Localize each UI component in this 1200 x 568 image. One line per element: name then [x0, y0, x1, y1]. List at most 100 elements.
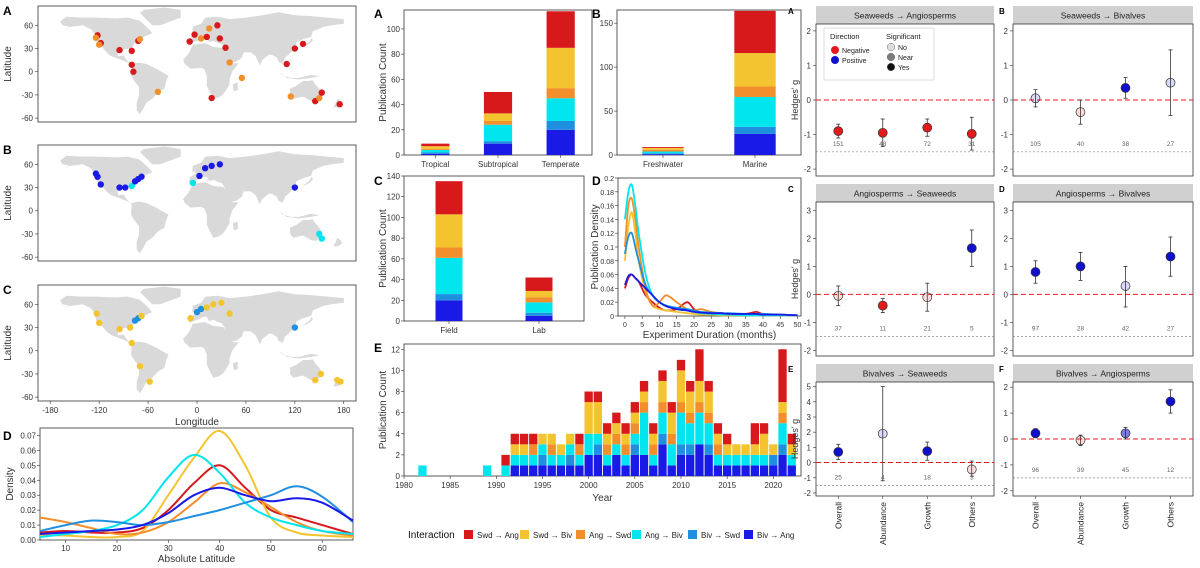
bar-segment	[642, 154, 684, 155]
legend-title: Direction	[830, 32, 860, 41]
y-tick-label: 0.08	[600, 259, 614, 266]
interaction-legend: Interaction Swd → Ang Swd → Biv Ang → Swd An…	[408, 530, 794, 541]
map-ytick-label: -30	[21, 370, 33, 379]
bar-segment	[722, 465, 732, 476]
map-ylabel: Latitude	[3, 185, 14, 221]
bar-segment	[778, 454, 787, 476]
legend-marker	[887, 63, 896, 72]
legend-box	[823, 27, 935, 81]
map-point	[218, 299, 225, 306]
x-category-label: Growth	[922, 502, 932, 530]
legend-marker	[831, 46, 839, 54]
bar-segment	[741, 465, 750, 476]
plot-frame	[815, 381, 995, 497]
bar-segment	[529, 465, 538, 476]
y-axis-label: Density	[5, 467, 16, 500]
bar-segment	[713, 465, 723, 476]
map-point	[216, 35, 224, 42]
bar-segment	[686, 412, 695, 424]
bar-segment	[435, 214, 463, 248]
y-tick-label: -1	[804, 131, 812, 140]
map-ytick-label: -30	[21, 91, 33, 100]
bar-segment	[658, 412, 667, 434]
bar-segment	[639, 412, 649, 455]
map-land	[183, 43, 239, 99]
y-tick-label: 0	[807, 96, 812, 105]
y-tick-label: 50	[604, 107, 613, 116]
category-label: Subtropical	[478, 160, 518, 169]
map-land	[66, 304, 75, 309]
effect-point	[1030, 267, 1041, 277]
bar-segment	[593, 402, 603, 434]
panel-letter: A	[788, 7, 794, 16]
bar-segment	[686, 380, 695, 392]
panel-letter: F	[999, 365, 1004, 374]
bar-segment	[584, 402, 593, 434]
map-ylabel: Latitude	[3, 46, 14, 82]
x-tick-label: 40	[759, 322, 767, 329]
x-tick-label: 20	[690, 322, 698, 329]
bar-segment	[642, 151, 684, 154]
bar-segment	[734, 97, 776, 127]
y-tick-label: -1	[804, 474, 812, 483]
map-point	[138, 312, 145, 320]
map-point	[93, 310, 100, 317]
bar-segment	[602, 433, 612, 445]
bar-segment	[686, 444, 695, 455]
effect-point	[966, 129, 977, 139]
bar-segment	[421, 143, 450, 147]
map-point	[136, 363, 144, 370]
x-tick-label: 15	[673, 322, 681, 329]
y-tick-label: 0.16	[600, 204, 614, 211]
chart-duration-density: 0 0.02 0.04 0.06 0.08 0.1 0.12 0.14 0.16 0.18 0.2 0…	[590, 176, 802, 341]
map-point	[116, 325, 123, 333]
bar-segment	[566, 433, 575, 445]
y-axis-label: Publication Count	[378, 209, 389, 288]
sample-count: 27	[1167, 325, 1175, 332]
map-ytick-label: 60	[24, 160, 33, 169]
bar-segment	[418, 465, 427, 476]
map-land	[232, 361, 238, 371]
map-point	[97, 181, 104, 188]
y-tick-label: -2	[1001, 487, 1009, 496]
bar-segment	[483, 91, 513, 114]
y-tick-label: 1	[807, 443, 812, 452]
y-tick-label: -1	[1001, 318, 1009, 327]
bar-segment	[525, 302, 553, 313]
x-tick-label: 20	[113, 544, 122, 553]
bar-segment	[556, 444, 566, 455]
x-axis-label: Experiment Duration (months)	[643, 330, 776, 341]
bar-segment	[759, 454, 769, 466]
bar-segment	[602, 454, 612, 466]
map-point	[186, 38, 193, 45]
y-axis-label: Hedges' g	[790, 80, 800, 120]
sample-count: 105	[1030, 141, 1041, 148]
map-point	[95, 41, 103, 48]
legend-swatch	[520, 530, 529, 539]
panel-letter: E	[374, 341, 382, 355]
bar-segment	[525, 315, 553, 321]
bar-segment	[621, 465, 630, 476]
x-tick-label: 50	[266, 544, 275, 553]
bar-segment	[546, 88, 575, 99]
category-label: Marine	[743, 160, 768, 169]
sample-count: 40	[1077, 141, 1085, 148]
bar-segment	[639, 454, 649, 476]
map-land	[333, 237, 343, 247]
y-tick-label: 0.18	[600, 190, 614, 197]
map-point	[94, 173, 101, 180]
bar-segment	[602, 423, 612, 434]
y-tick-label: -1	[804, 318, 812, 327]
effect-panel-C: Angiosperms → Seaweeds -2 -1 0 1 2 3 37 11 21 5 Hed…	[788, 184, 995, 357]
map-point	[201, 165, 209, 172]
plot-frame	[815, 201, 995, 357]
bar-segment	[612, 454, 621, 476]
legend-marker	[887, 43, 896, 52]
bar-segment	[722, 433, 732, 445]
chart-setting-bars: 0 20 40 60 80 100 120 140 Field Lab Publication Co…	[378, 172, 585, 335]
map-point	[128, 182, 135, 190]
map-land	[192, 165, 199, 173]
y-axis-label: Publication Density	[590, 204, 601, 289]
bar-segment	[695, 349, 704, 381]
